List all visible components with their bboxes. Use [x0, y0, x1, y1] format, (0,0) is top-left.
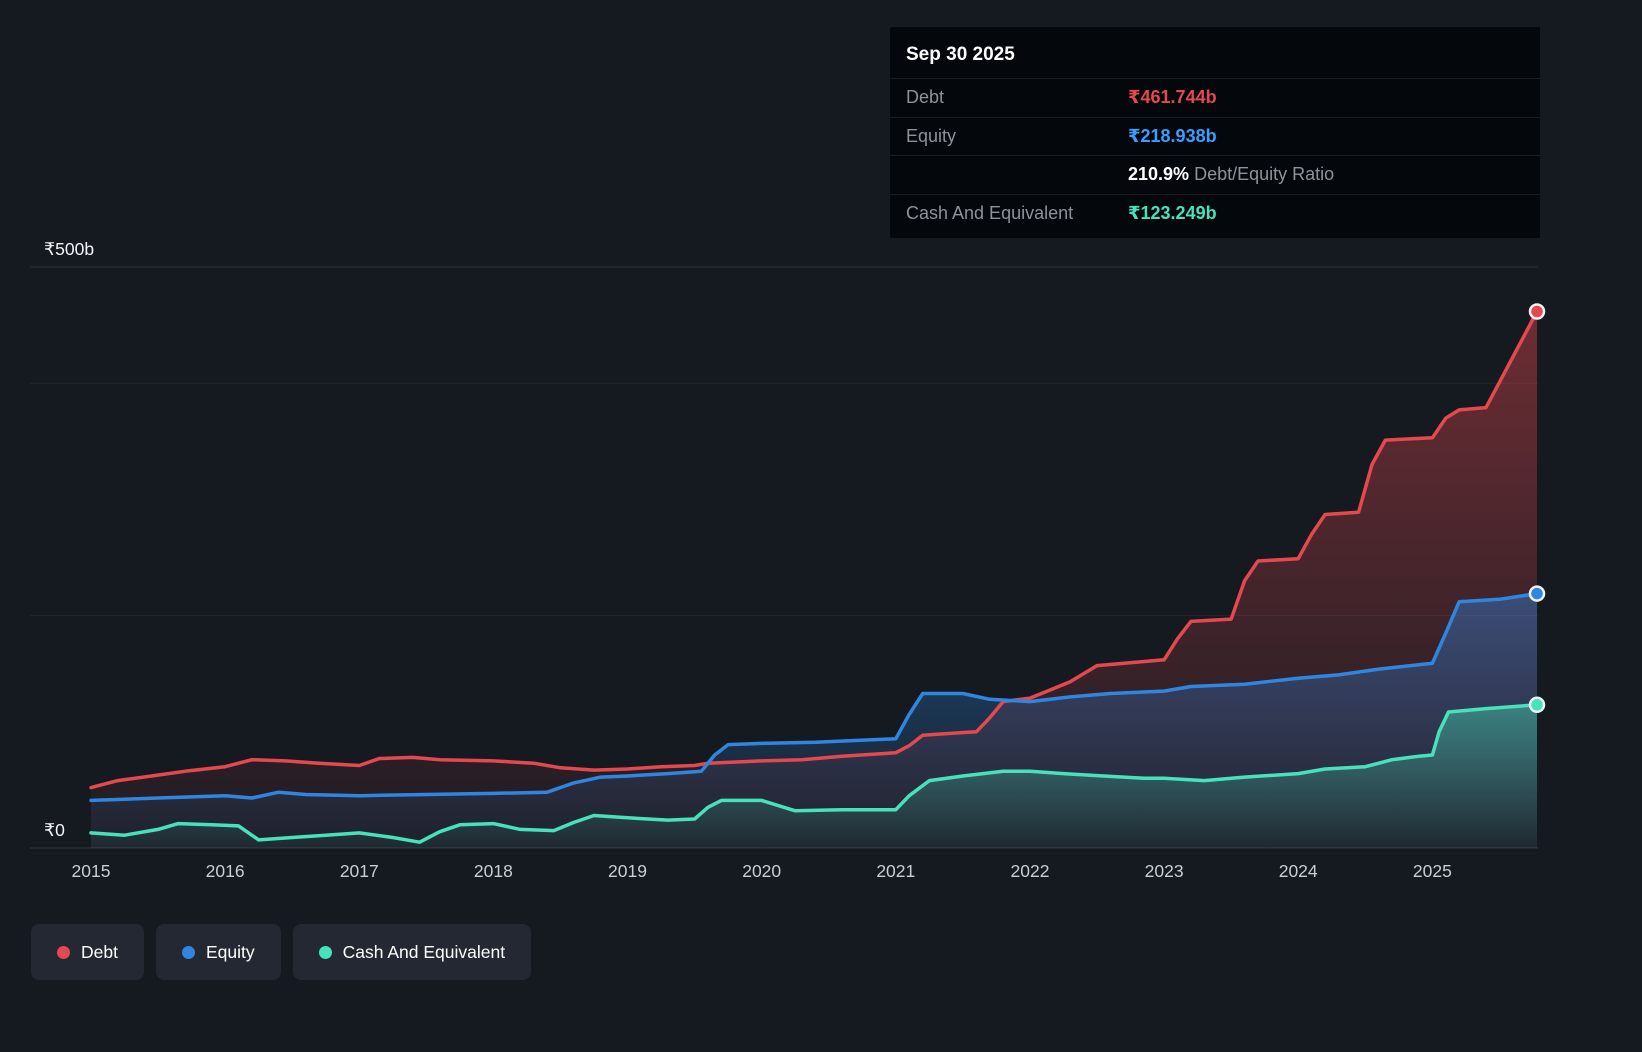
debt-dot-icon — [57, 945, 70, 959]
legend-debt-label: Debt — [81, 941, 118, 962]
x-axis-label-2016: 2016 — [206, 861, 245, 881]
tooltip-date: Sep 30 2025 — [906, 44, 1015, 65]
tooltip: Sep 30 2025 Debt ₹461.744b Equity ₹218.9… — [890, 27, 1540, 239]
tooltip-equity-label: Equity — [906, 125, 957, 146]
legend-equity-label: Equity — [205, 941, 255, 962]
tooltip-debt-label: Debt — [906, 87, 945, 107]
equity-line — [89, 591, 1539, 803]
tooltip-equity-value: ₹218.938b — [1128, 125, 1217, 146]
debt-end-dot — [1528, 303, 1546, 320]
tooltip-row-equity: Equity ₹218.938b — [890, 116, 1540, 156]
cash-and-equivalent-area — [91, 704, 1537, 848]
tooltip-cash-label: Cash And Equivalent — [906, 202, 1074, 223]
tooltip-row-debt: Debt ₹461.744b — [890, 78, 1540, 117]
x-axis-label-2024: 2024 — [1279, 861, 1318, 881]
x-axis-label-2018: 2018 — [474, 861, 513, 881]
tooltip-cash-value: ₹123.249b — [1128, 202, 1217, 223]
legend-item-equity[interactable]: Equity — [155, 924, 281, 980]
y-axis-label-500: ₹500b — [44, 239, 94, 259]
tooltip-row-cash: Cash And Equivalent ₹123.249b — [890, 193, 1540, 233]
cash-and-equivalent-line — [89, 703, 1539, 844]
x-axis-label-2019: 2019 — [608, 861, 647, 881]
tooltip-ratio-value: 210.9% — [1128, 164, 1190, 185]
legend-cash-label: Cash And Equivalent — [342, 941, 506, 962]
x-axis-label-2020: 2020 — [742, 861, 781, 881]
legend-item-debt[interactable]: Debt — [31, 924, 144, 980]
x-axis-label-2015: 2015 — [72, 861, 111, 881]
tooltip-ratio-text: 210.9% Debt/Equity Ratio — [1128, 164, 1524, 186]
cash-dot-icon — [318, 945, 332, 959]
x-axis-label-2022: 2022 — [1011, 861, 1050, 881]
x-axis-label-2025: 2025 — [1413, 861, 1452, 881]
tooltip-row-ratio: 210.9% Debt/Equity Ratio — [890, 155, 1540, 194]
cash-and-equivalent-end-dot — [1528, 696, 1546, 714]
tooltip-ratio-label: Debt/Equity Ratio — [1194, 164, 1335, 185]
y-axis-label-0: ₹0 — [44, 820, 65, 840]
debt-line — [89, 309, 1539, 790]
x-axis-label-2021: 2021 — [876, 861, 915, 881]
chart-legend: Debt Equity Cash And Equivalent — [31, 924, 532, 980]
legend-item-cash[interactable]: Cash And Equivalent — [292, 924, 532, 980]
x-axis-label-2017: 2017 — [340, 861, 379, 881]
tooltip-debt-value: ₹461.744b — [1128, 87, 1217, 107]
x-axis-label-2023: 2023 — [1145, 861, 1184, 881]
equity-dot-icon — [181, 945, 195, 959]
equity-end-dot — [1528, 585, 1546, 602]
